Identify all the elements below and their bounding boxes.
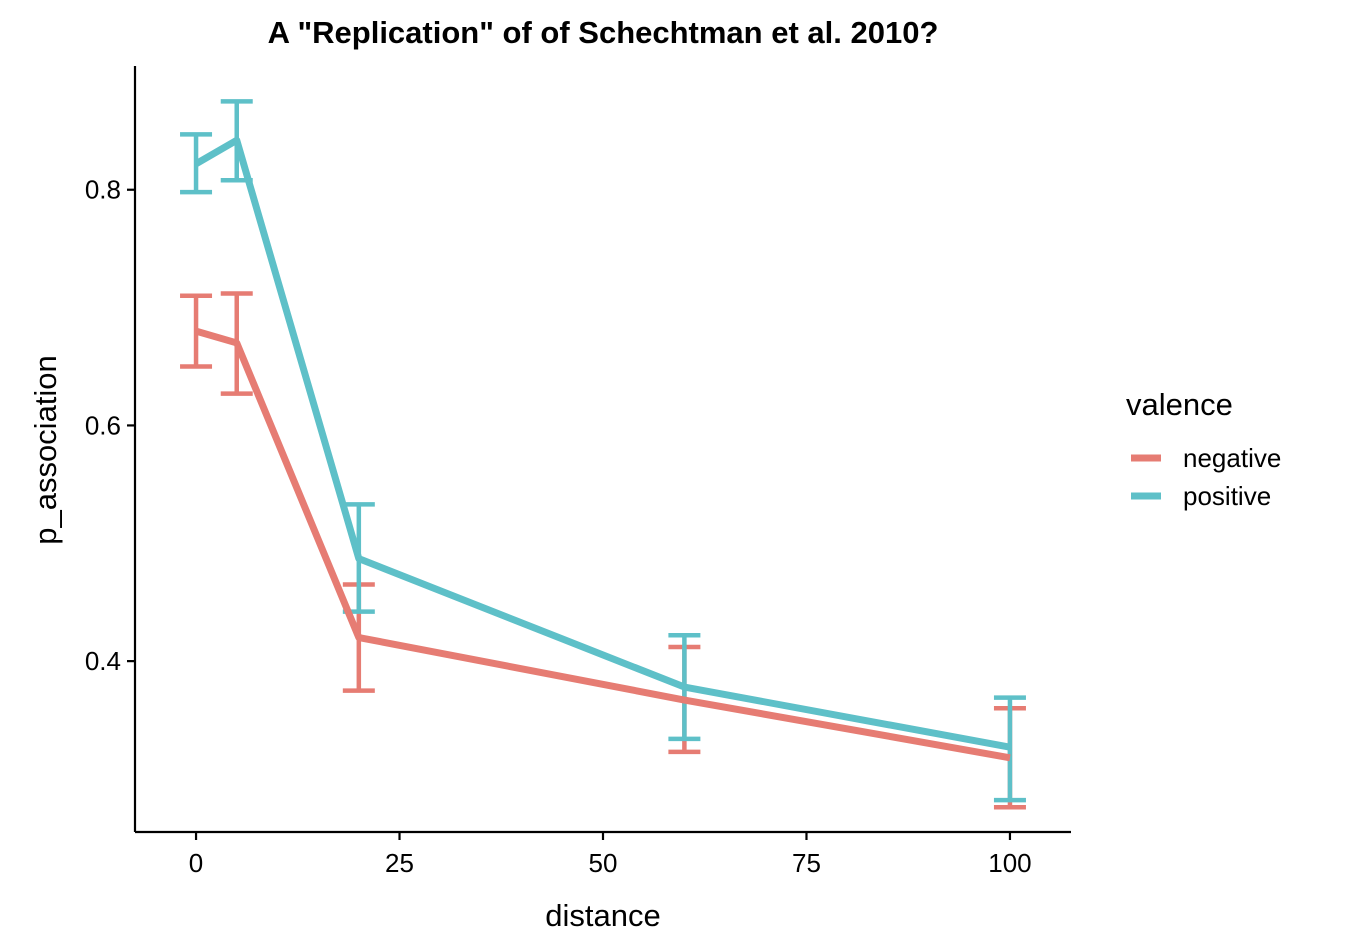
legend-items: negative positive [1131, 443, 1281, 511]
x-tick-label: 50 [589, 848, 618, 878]
legend-item-negative: negative [1131, 443, 1281, 473]
y-tick-label: 0.6 [85, 410, 121, 440]
legend-label-negative: negative [1183, 443, 1281, 473]
x-tick-label: 25 [385, 848, 414, 878]
legend-item-positive: positive [1131, 481, 1271, 511]
x-tick-label: 100 [988, 848, 1031, 878]
series-negative-line [195, 327, 1011, 762]
legend: valence negative positive [1126, 387, 1281, 511]
y-ticks: 0.4 0.6 0.8 [85, 175, 135, 676]
series-layer [180, 99, 1026, 810]
y-axis-title: p_association [28, 355, 63, 545]
legend-title: valence [1126, 387, 1233, 422]
y-tick-label: 0.8 [85, 175, 121, 205]
error-bar [993, 695, 1026, 803]
plot-panel: 0 25 50 75 100 0.4 0.6 0.8 [85, 66, 1071, 878]
x-tick-label: 75 [792, 848, 821, 878]
x-tick-label: 0 [189, 848, 203, 878]
x-ticks: 0 25 50 75 100 [189, 832, 1032, 878]
series-negative-line-group [195, 327, 1011, 762]
x-axis-title: distance [545, 898, 660, 933]
legend-label-positive: positive [1183, 481, 1271, 511]
chart-title: A "Replication" of of Schechtman et al. … [268, 15, 939, 50]
series-positive-line-group [194, 136, 1011, 751]
y-tick-label: 0.4 [85, 646, 121, 676]
series-positive-line [194, 136, 1011, 751]
